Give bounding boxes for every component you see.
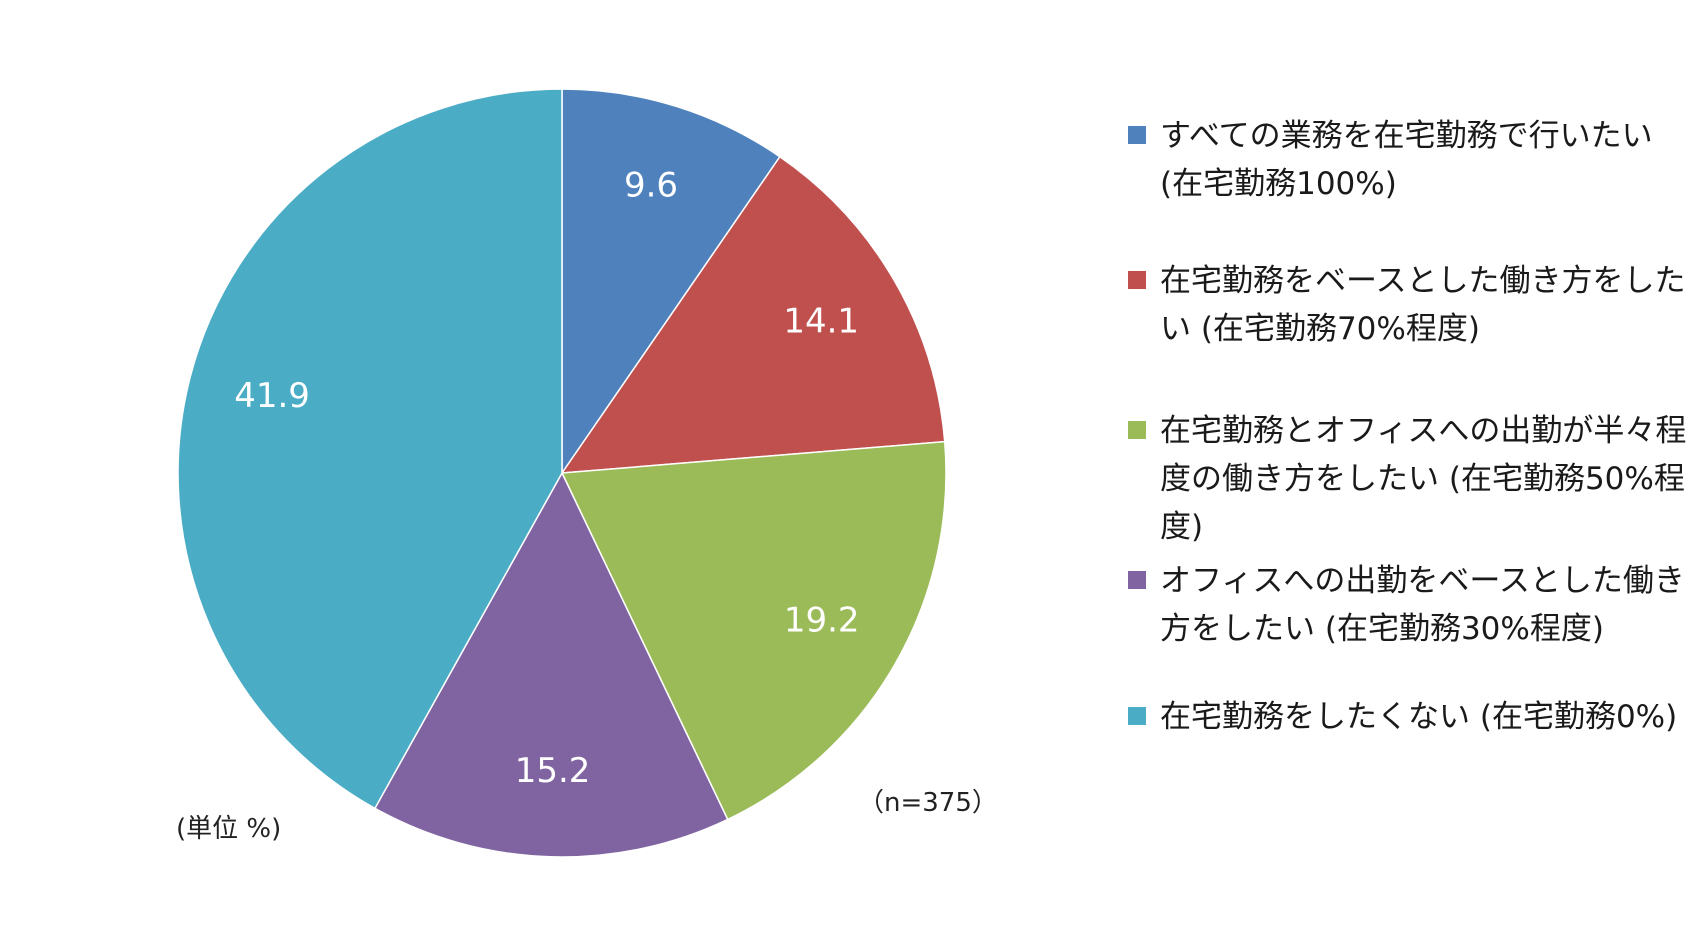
unit-note: (単位 %) xyxy=(176,814,282,844)
legend-item-1: 在宅勤務をベースとした働き方をしたい (在宅勤務70%程度) xyxy=(1128,257,1688,407)
pie-data-labels: 9.6 14.1 19.2 15.2 41.9 xyxy=(234,166,859,791)
pie-slices xyxy=(177,88,947,858)
pie-slice-3 xyxy=(373,471,729,858)
legend-label: 在宅勤務とオフィスへの出勤が半々程度の働き方をしたい (在宅勤務50%程度) xyxy=(1160,413,1687,545)
legend-label: すべての業務を在宅勤務で行いたい (在宅勤務100%) xyxy=(1160,118,1653,202)
pie-slice-2 xyxy=(560,440,947,821)
data-label-4: 41.9 xyxy=(234,376,310,416)
legend-swatch xyxy=(1128,271,1146,289)
legend-item-0: すべての業務を在宅勤務で行いたい (在宅勤務100%) xyxy=(1128,112,1688,257)
legend-item-3: オフィスへの出勤をベースとした働き方をしたい (在宅勤務30%程度) xyxy=(1128,557,1688,693)
legend-label: オフィスへの出勤をベースとした働き方をしたい (在宅勤務30%程度) xyxy=(1160,563,1685,647)
legend-label: 在宅勤務をベースとした働き方をしたい (在宅勤務70%程度) xyxy=(1160,263,1686,347)
data-label-3: 15.2 xyxy=(515,751,591,791)
data-label-0: 9.6 xyxy=(624,166,678,206)
legend-swatch xyxy=(1128,571,1146,589)
legend: すべての業務を在宅勤務で行いたい (在宅勤務100%) 在宅勤務をベースとした働… xyxy=(1128,112,1688,793)
legend-label: 在宅勤務をしたくない (在宅勤務0%) xyxy=(1160,699,1678,735)
legend-swatch xyxy=(1128,707,1146,725)
pie-slice-1 xyxy=(560,155,946,474)
sample-size-note: （n=375） xyxy=(858,788,998,818)
pie-slice-4 xyxy=(177,88,563,810)
legend-swatch xyxy=(1128,126,1146,144)
data-label-2: 19.2 xyxy=(784,601,860,641)
data-label-1: 14.1 xyxy=(783,302,859,342)
legend-swatch xyxy=(1128,421,1146,439)
pie-slice-0 xyxy=(561,88,781,476)
legend-item-2: 在宅勤務とオフィスへの出勤が半々程度の働き方をしたい (在宅勤務50%程度) xyxy=(1128,407,1688,557)
legend-item-4: 在宅勤務をしたくない (在宅勤務0%) xyxy=(1128,693,1688,793)
